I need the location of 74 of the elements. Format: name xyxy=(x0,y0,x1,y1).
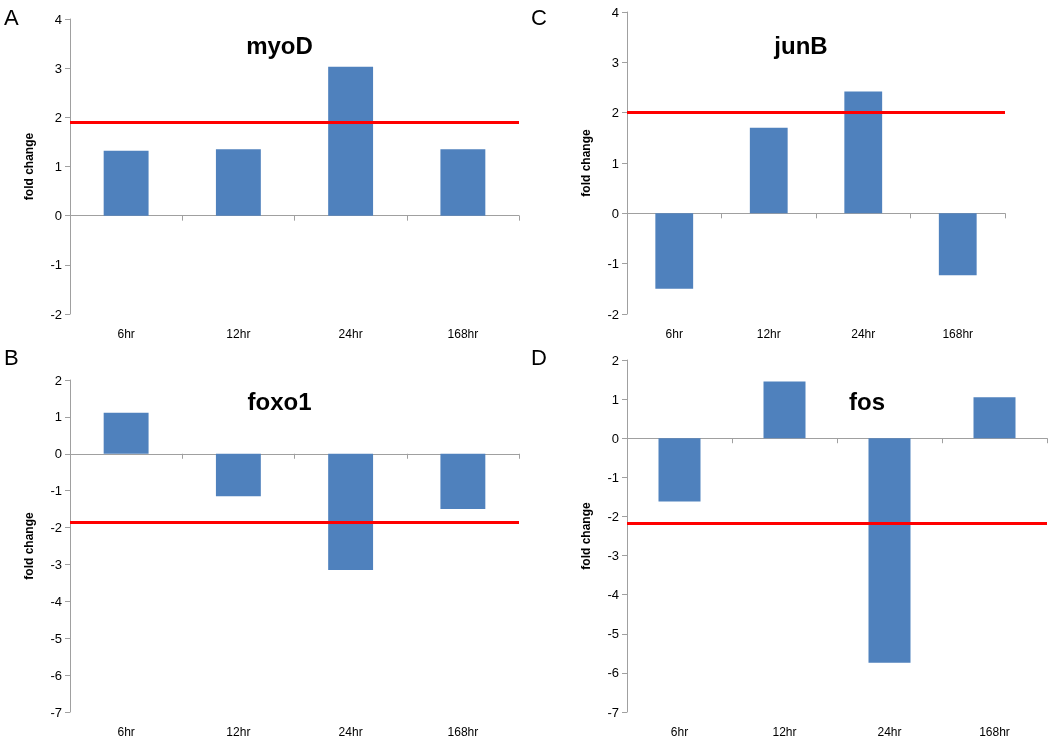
y-tick-label: 0 xyxy=(611,205,619,221)
y-tick-label: -6 xyxy=(607,665,619,681)
x-tick-label: 24hr xyxy=(877,725,902,738)
x-tick-label: 6hr xyxy=(117,725,135,738)
y-tick-label: 4 xyxy=(54,11,62,27)
x-tick-label: 12hr xyxy=(772,725,797,738)
bar xyxy=(328,66,374,216)
y-tick-label: 1 xyxy=(611,391,619,407)
y-tick-label: 4 xyxy=(611,4,619,20)
bar xyxy=(440,149,486,216)
x-tick-label: 12hr xyxy=(756,327,781,341)
text: A xyxy=(4,4,19,30)
y-tick-label: 1 xyxy=(611,155,619,171)
y-tick-label: -2 xyxy=(607,306,619,322)
text: B xyxy=(4,344,19,370)
x-tick-label: 24hr xyxy=(338,725,363,738)
y-tick-label: -4 xyxy=(607,587,619,603)
y-tick-label: -4 xyxy=(50,593,62,609)
y-axis-title: fold change xyxy=(579,502,593,570)
y-tick-label: -7 xyxy=(50,704,62,720)
x-tick-label: 6hr xyxy=(665,327,683,341)
y-tick-label: 3 xyxy=(54,60,62,76)
bar xyxy=(973,397,1016,439)
x-tick-label: 6hr xyxy=(670,725,689,738)
y-tick-label: 0 xyxy=(54,446,62,462)
y-tick-label: 1 xyxy=(54,159,62,174)
chart-title: foxo1 xyxy=(247,387,312,415)
y-tick-label: -1 xyxy=(607,469,619,485)
y-tick-label: 2 xyxy=(54,109,62,125)
y-tick-label: -1 xyxy=(50,257,62,273)
bar xyxy=(938,213,977,276)
x-tick-label: 12hr xyxy=(226,327,251,341)
y-tick-label: 2 xyxy=(54,372,62,388)
x-tick-label: 12hr xyxy=(226,725,251,738)
y-tick-label: 0 xyxy=(54,208,62,224)
text: C xyxy=(531,4,547,30)
text: D xyxy=(531,344,547,370)
text: fos xyxy=(849,387,885,415)
y-tick-label: 2 xyxy=(611,105,619,121)
bar xyxy=(868,438,911,663)
y-tick-label: -7 xyxy=(607,704,619,720)
x-tick-label: 24hr xyxy=(338,327,363,341)
y-tick-label: -6 xyxy=(50,667,62,683)
y-tick-label: -3 xyxy=(50,556,62,572)
y-tick-label: -3 xyxy=(607,548,619,564)
x-tick-label: 168hr xyxy=(447,725,479,738)
bar xyxy=(763,381,806,439)
y-tick-label: -5 xyxy=(50,630,62,646)
y-tick-label: -1 xyxy=(50,483,62,499)
x-tick-label: 24hr xyxy=(851,327,876,341)
y-tick-label: 1 xyxy=(54,409,62,425)
y-axis-title: fold change xyxy=(579,129,593,197)
bar xyxy=(655,213,694,289)
x-tick-label: 6hr xyxy=(117,327,135,341)
x-tick-label: 168hr xyxy=(979,725,1010,738)
bar xyxy=(103,150,149,216)
bar xyxy=(658,438,701,502)
text: junB xyxy=(773,31,828,59)
x-tick-label: 168hr xyxy=(447,327,479,341)
y-axis-title: fold change xyxy=(22,512,36,580)
x-tick-label: 168hr xyxy=(942,327,974,341)
y-tick-label: -1 xyxy=(607,256,619,272)
y-axis-title: fold change xyxy=(22,132,36,201)
y-tick-label: 2 xyxy=(611,352,619,368)
y-tick-label: -5 xyxy=(607,626,619,642)
y-tick-label: -2 xyxy=(607,508,619,524)
text: myoD xyxy=(246,31,313,59)
y-tick-label: -2 xyxy=(50,520,62,536)
bar xyxy=(844,91,883,214)
y-tick-label: 0 xyxy=(611,430,619,446)
y-tick-label: 3 xyxy=(611,54,619,70)
bar xyxy=(749,127,788,214)
y-tick-label: -2 xyxy=(50,306,62,322)
bar xyxy=(215,149,261,216)
